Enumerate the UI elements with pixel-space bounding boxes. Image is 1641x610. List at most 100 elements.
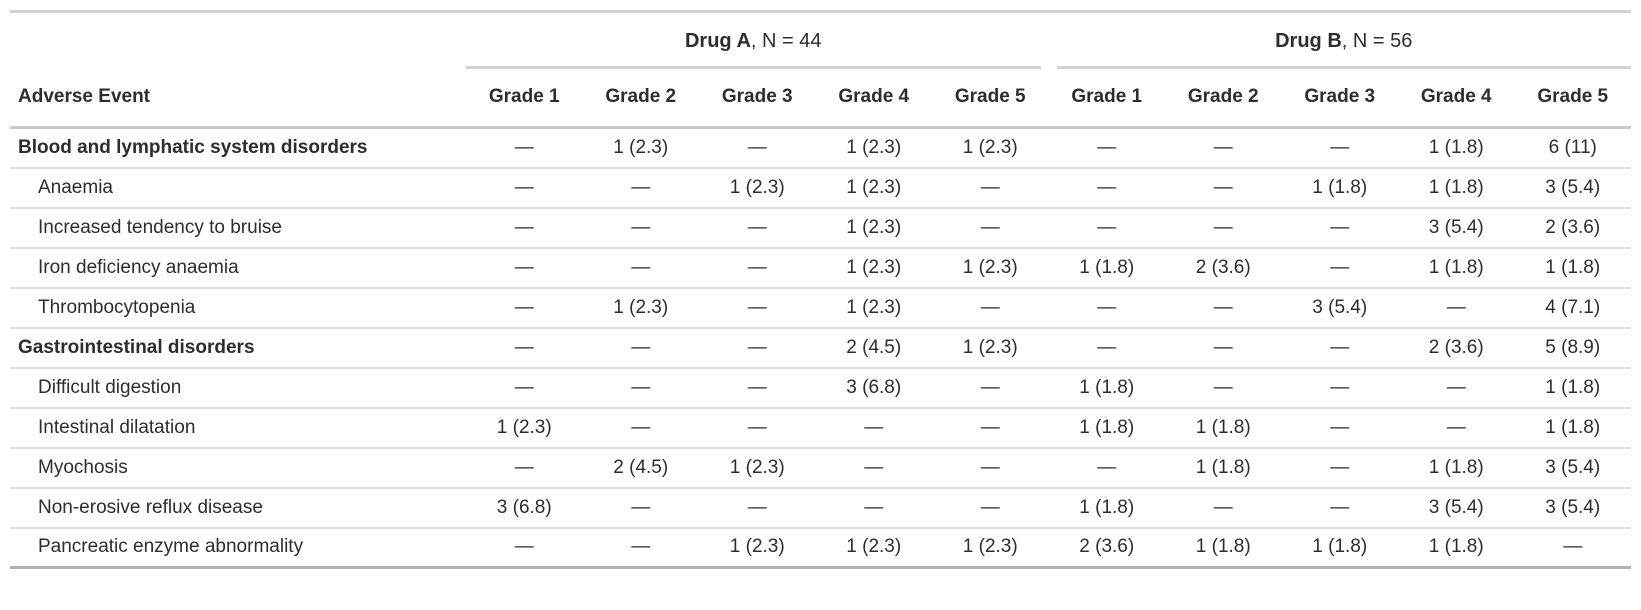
value-cell: 1 (1.8): [1048, 367, 1165, 409]
value-cell: —: [582, 247, 699, 289]
value-cell: —: [1048, 207, 1165, 249]
value-cell: 1 (2.3): [815, 247, 932, 289]
value-cell: 3 (5.4): [1514, 447, 1631, 489]
value-cell: 2 (3.6): [1048, 527, 1165, 569]
value-cell: 3 (6.8): [466, 487, 583, 529]
value-cell: —: [1048, 327, 1165, 369]
value-cell: —: [466, 247, 583, 289]
table-row: Anaemia — —1 (2.3) 1 (2.3) — — —1 (1.8) 1 (1.8)…: [10, 167, 1631, 209]
value-cell: —: [699, 487, 816, 529]
table-row: Myochosis —2 (4.5) 1 (2.3) — — —1 (1.8) —1 (1.…: [10, 447, 1631, 489]
value-cell: —: [815, 487, 932, 529]
drug-a-column-group: Drug A, N = 44: [466, 12, 1049, 69]
value-cell: 1 (1.8): [1398, 247, 1515, 289]
value-cell: —: [1048, 127, 1165, 169]
value-cell: —: [932, 287, 1049, 329]
value-cell: —: [1165, 167, 1282, 209]
adverse-event-header: Adverse Event: [10, 68, 466, 129]
table-row: Thrombocytopenia —1 (2.3) —1 (2.3) — — —3 (5.…: [10, 287, 1631, 329]
value-cell: —: [699, 247, 816, 289]
value-cell: —: [1281, 327, 1398, 369]
value-cell: —: [582, 407, 699, 449]
value-cell: 1 (1.8): [1048, 407, 1165, 449]
value-cell: —: [1281, 207, 1398, 249]
value-cell: 1 (2.3): [815, 127, 932, 169]
value-cell: 5 (8.9): [1514, 327, 1631, 369]
value-cell: —: [466, 527, 583, 569]
value-cell: 1 (2.3): [815, 167, 932, 209]
value-cell: —: [932, 167, 1049, 209]
drug-a-grade-1-header: Grade 1: [466, 68, 583, 129]
value-cell: —: [466, 207, 583, 249]
value-cell: 1 (1.8): [1398, 167, 1515, 209]
drug-b-column-group: Drug B, N = 56: [1049, 12, 1631, 69]
value-cell: —: [1281, 487, 1398, 529]
value-cell: —: [932, 207, 1049, 249]
value-cell: —: [582, 327, 699, 369]
adverse-events-table-container: Drug A, N = 44 Drug B, N = 56 Adverse Ev…: [10, 10, 1631, 569]
value-cell: —: [1048, 287, 1165, 329]
value-cell: —: [1165, 487, 1282, 529]
value-cell: —: [1048, 167, 1165, 209]
adverse-events-table: Drug A, N = 44 Drug B, N = 56 Adverse Ev…: [10, 10, 1631, 569]
value-cell: —: [1165, 287, 1282, 329]
value-cell: 1 (1.8): [1048, 247, 1165, 289]
value-cell: —: [1281, 247, 1398, 289]
spanner-spacer: [10, 12, 466, 69]
table-body: Blood and lymphatic system disorders —1 (…: [10, 127, 1631, 569]
drug-b-n-count: , N = 56: [1341, 29, 1413, 52]
adverse-event-cell: Difficult digestion: [10, 367, 466, 409]
value-cell: 2 (3.6): [1398, 327, 1515, 369]
value-cell: 3 (6.8): [815, 367, 932, 409]
value-cell: —: [932, 407, 1049, 449]
table-row: Increased tendency to bruise — — —1 (2.3) — —…: [10, 207, 1631, 249]
value-cell: 4 (7.1): [1514, 287, 1631, 329]
value-cell: —: [1398, 367, 1515, 409]
value-cell: —: [1281, 407, 1398, 449]
value-cell: —: [699, 407, 816, 449]
value-cell: 1 (1.8): [1281, 527, 1398, 569]
drug-a-grade-4-header: Grade 4: [815, 68, 932, 129]
value-cell: —: [699, 287, 816, 329]
value-cell: —: [466, 327, 583, 369]
adverse-event-cell: Blood and lymphatic system disorders: [10, 127, 466, 169]
value-cell: 3 (5.4): [1514, 487, 1631, 529]
drug-b-grade-4-header: Grade 4: [1398, 68, 1515, 129]
value-cell: —: [932, 367, 1049, 409]
column-header-row: Adverse Event Grade 1 Grade 2 Grade 3 Gr…: [10, 68, 1631, 129]
value-cell: —: [466, 287, 583, 329]
value-cell: —: [932, 447, 1049, 489]
value-cell: —: [1281, 127, 1398, 169]
value-cell: 1 (2.3): [932, 327, 1049, 369]
value-cell: 1 (1.8): [1398, 447, 1515, 489]
value-cell: 3 (5.4): [1398, 487, 1515, 529]
adverse-event-cell: Non-erosive reflux disease: [10, 487, 466, 529]
value-cell: 3 (5.4): [1514, 167, 1631, 209]
drug-b-grade-3-header: Grade 3: [1281, 68, 1398, 129]
value-cell: —: [699, 327, 816, 369]
drug-b-name: Drug B: [1275, 29, 1342, 52]
value-cell: 1 (1.8): [1165, 527, 1282, 569]
value-cell: —: [699, 207, 816, 249]
value-cell: 2 (3.6): [1514, 207, 1631, 249]
drug-b-grade-1-header: Grade 1: [1048, 68, 1165, 129]
drug-a-grade-3-header: Grade 3: [699, 68, 816, 129]
value-cell: 1 (1.8): [1398, 127, 1515, 169]
value-cell: 1 (2.3): [932, 527, 1049, 569]
value-cell: 3 (5.4): [1281, 287, 1398, 329]
value-cell: —: [582, 487, 699, 529]
table-row: Non-erosive reflux disease 3 (6.8) — — — —1 (…: [10, 487, 1631, 529]
value-cell: —: [582, 167, 699, 209]
value-cell: —: [1514, 527, 1631, 569]
value-cell: 2 (3.6): [1165, 247, 1282, 289]
value-cell: 1 (1.8): [1514, 367, 1631, 409]
value-cell: —: [582, 207, 699, 249]
value-cell: —: [466, 167, 583, 209]
value-cell: —: [1165, 367, 1282, 409]
adverse-event-cell: Myochosis: [10, 447, 466, 489]
value-cell: 1 (2.3): [932, 247, 1049, 289]
drug-b-grade-5-header: Grade 5: [1514, 68, 1631, 129]
drug-group-header-row: Drug A, N = 44 Drug B, N = 56: [10, 12, 1631, 69]
value-cell: —: [1398, 407, 1515, 449]
value-cell: 1 (2.3): [466, 407, 583, 449]
